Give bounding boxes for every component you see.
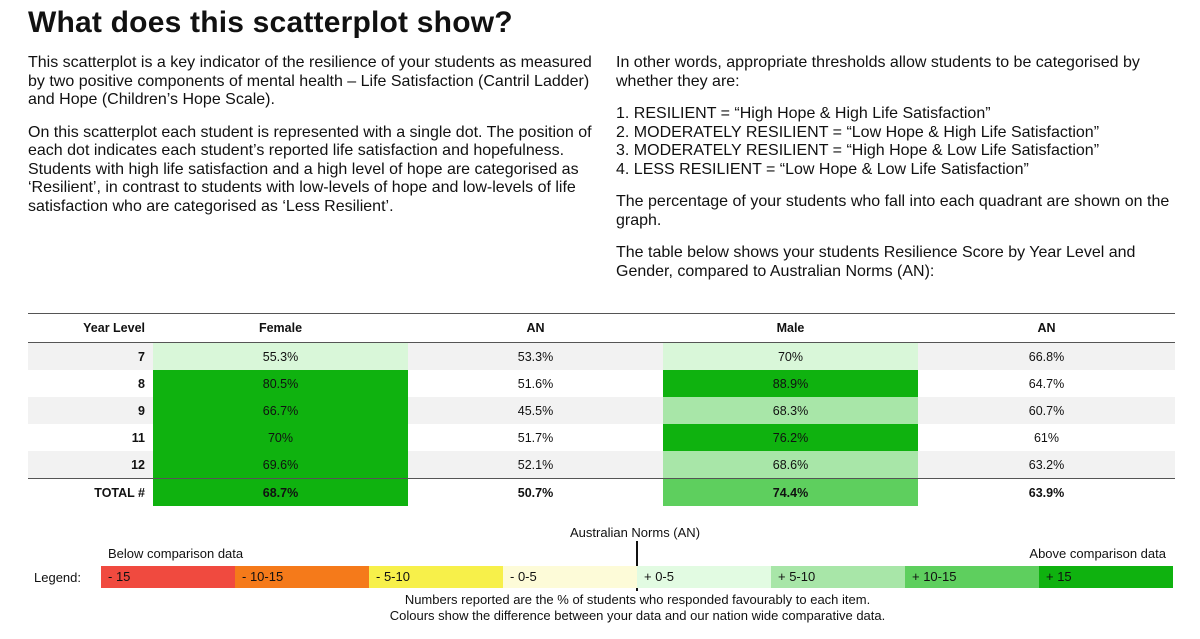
above-comparison-label: Above comparison data	[1029, 546, 1166, 561]
quadrant-paragraph: The percentage of your students who fall…	[616, 193, 1170, 229]
male-an-cell: 63.2%	[918, 451, 1175, 479]
legend-segment: - 5-10	[369, 566, 503, 588]
category-item: 1. RESILIENT = “High Hope & High Life Sa…	[616, 105, 991, 122]
legend-segment: + 5-10	[771, 566, 905, 588]
header-year-level: Year Level	[28, 313, 153, 343]
category-item: 3. MODERATELY RESILIENT = “High Hope & L…	[616, 142, 1100, 159]
table-intro-paragraph: The table below shows your students Resi…	[616, 244, 1136, 280]
year-level-cell: 11	[131, 430, 145, 445]
male-an-cell: 66.8%	[918, 342, 1175, 370]
legend-segment: - 0-5	[503, 566, 637, 588]
female-score-cell: 70%	[153, 424, 408, 451]
male-score-cell: 68.6%	[663, 451, 918, 479]
female-an-cell: 53.3%	[408, 342, 663, 370]
female-an-cell: 51.7%	[517, 430, 554, 445]
legend-segment: + 15	[1039, 566, 1173, 588]
female-score-cell: 69.6%	[153, 451, 408, 479]
legend-title: Legend:	[34, 570, 81, 585]
female-score-cell: 55.3%	[153, 342, 408, 370]
male-score-cell: 68.3%	[663, 397, 918, 424]
legend-segment: - 10-15	[235, 566, 369, 588]
footnote-colours: Colours show the difference between your…	[389, 608, 886, 623]
male-score-cell: 76.2%	[663, 424, 918, 451]
male-an-cell: 61%	[1033, 430, 1060, 445]
female-an-cell: 45.5%	[408, 397, 663, 424]
footnote-percent: Numbers reported are the % of students w…	[404, 592, 871, 607]
table-row: 11 70% 51.7% 76.2% 61%	[28, 424, 1175, 451]
header-female: Female	[153, 313, 408, 343]
table-row: 7 55.3% 53.3% 70% 66.8%	[28, 342, 1175, 370]
male-total-cell: 74.4%	[663, 478, 918, 506]
scatterplot-explanation-paragraph: On this scatterplot each student is repr…	[28, 123, 592, 215]
male-an-cell: 64.7%	[1028, 376, 1065, 391]
male-score-cell: 88.9%	[663, 370, 918, 397]
male-score-cell: 70%	[663, 342, 918, 370]
intro-paragraph: This scatterplot is a key indicator of t…	[28, 54, 592, 108]
male-an-total-cell: 63.9%	[918, 478, 1175, 506]
year-level-cell: 12	[28, 451, 153, 479]
male-an-cell: 60.7%	[918, 397, 1175, 424]
category-item: 2. MODERATELY RESILIENT = “Low Hope & Hi…	[616, 123, 1100, 141]
legend-segment: + 10-15	[905, 566, 1039, 588]
female-score-cell: 80.5%	[153, 370, 408, 397]
table-total-row: TOTAL # 68.7% 50.7% 74.4% 63.9%	[28, 478, 1175, 506]
female-an-cell: 51.6%	[517, 376, 554, 391]
categories-intro: In other words, appropriate thresholds a…	[616, 54, 1140, 90]
intro-right-column: In other words, appropriate thresholds a…	[616, 54, 1176, 295]
below-comparison-label: Below comparison data	[108, 546, 244, 561]
legend-segment: - 15	[101, 566, 235, 588]
female-total-cell: 68.7%	[153, 478, 408, 506]
female-an-cell: 52.1%	[408, 451, 663, 479]
resilience-table: Year Level Female AN Male AN 7 55.3% 53.…	[28, 313, 1175, 506]
header-male: Male	[663, 313, 918, 343]
category-item: 4. LESS RESILIENT = “Low Hope & Low Life…	[616, 160, 1029, 178]
year-level-cell: 8	[138, 376, 145, 391]
table-row: 8 80.5% 51.6% 88.9% 64.7%	[28, 370, 1175, 397]
color-legend: - 15 - 10-15 - 5-10 - 0-5 + 0-5 + 5-10 +…	[101, 566, 1173, 588]
header-female-an: AN	[408, 313, 663, 343]
table-header-row: Year Level Female AN Male AN	[28, 313, 1175, 343]
female-an-total-cell: 50.7%	[408, 478, 663, 506]
page-title: What does this scatterplot show?	[28, 6, 513, 39]
intro-left-column: This scatterplot is a key indicator of t…	[28, 54, 598, 230]
year-level-cell: 7	[28, 342, 153, 370]
year-level-cell: 9	[28, 397, 153, 424]
total-label-cell: TOTAL #	[28, 478, 153, 506]
header-male-an: AN	[918, 313, 1175, 343]
table-row: 12 69.6% 52.1% 68.6% 63.2%	[28, 451, 1175, 479]
category-list: 1. RESILIENT = “High Hope & High Life Sa…	[616, 105, 1176, 179]
table-row: 9 66.7% 45.5% 68.3% 60.7%	[28, 397, 1175, 424]
australian-norms-label: Australian Norms (AN)	[570, 525, 701, 540]
legend-segment: + 0-5	[637, 566, 771, 588]
female-score-cell: 66.7%	[153, 397, 408, 424]
